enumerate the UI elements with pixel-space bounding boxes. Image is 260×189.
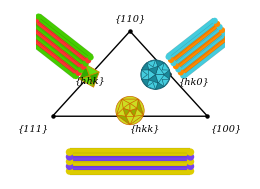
Polygon shape bbox=[155, 75, 164, 83]
Circle shape bbox=[88, 54, 94, 60]
Circle shape bbox=[80, 64, 86, 70]
Text: {hhk}: {hhk} bbox=[75, 76, 106, 85]
Circle shape bbox=[66, 158, 73, 165]
Circle shape bbox=[141, 60, 170, 89]
Text: {hkk}: {hkk} bbox=[130, 124, 160, 133]
Circle shape bbox=[75, 70, 81, 76]
Polygon shape bbox=[141, 70, 147, 79]
Polygon shape bbox=[29, 23, 85, 69]
Polygon shape bbox=[148, 75, 158, 83]
Circle shape bbox=[187, 163, 194, 170]
Polygon shape bbox=[162, 63, 170, 70]
Circle shape bbox=[78, 67, 84, 73]
Polygon shape bbox=[85, 64, 99, 76]
Circle shape bbox=[187, 148, 194, 156]
Polygon shape bbox=[130, 108, 137, 117]
Polygon shape bbox=[130, 115, 144, 125]
Polygon shape bbox=[141, 79, 149, 87]
Circle shape bbox=[180, 73, 186, 79]
Circle shape bbox=[66, 148, 73, 156]
Polygon shape bbox=[148, 69, 155, 80]
Polygon shape bbox=[169, 21, 219, 63]
Circle shape bbox=[166, 54, 172, 60]
Text: {110}: {110} bbox=[114, 15, 146, 24]
Circle shape bbox=[31, 20, 37, 26]
Text: {111}: {111} bbox=[17, 124, 49, 133]
Polygon shape bbox=[174, 27, 224, 69]
Circle shape bbox=[175, 66, 181, 72]
Circle shape bbox=[66, 163, 73, 170]
Text: {100}: {100} bbox=[211, 124, 243, 133]
Circle shape bbox=[224, 33, 230, 40]
Circle shape bbox=[187, 153, 194, 161]
Circle shape bbox=[85, 57, 91, 64]
Polygon shape bbox=[69, 162, 191, 170]
Polygon shape bbox=[123, 108, 130, 117]
Circle shape bbox=[217, 24, 223, 30]
Polygon shape bbox=[147, 82, 155, 89]
Circle shape bbox=[178, 69, 184, 76]
Circle shape bbox=[23, 29, 29, 35]
Polygon shape bbox=[24, 29, 81, 76]
Text: {hk0}: {hk0} bbox=[179, 78, 210, 87]
Polygon shape bbox=[176, 31, 227, 72]
Polygon shape bbox=[116, 99, 123, 115]
Polygon shape bbox=[155, 66, 164, 75]
Circle shape bbox=[66, 153, 73, 161]
Polygon shape bbox=[27, 26, 83, 72]
Circle shape bbox=[35, 13, 42, 20]
Circle shape bbox=[168, 57, 174, 63]
Polygon shape bbox=[69, 153, 191, 161]
Polygon shape bbox=[31, 20, 88, 66]
Polygon shape bbox=[89, 72, 99, 87]
Circle shape bbox=[21, 32, 27, 38]
Circle shape bbox=[187, 158, 194, 165]
Polygon shape bbox=[80, 76, 94, 87]
Circle shape bbox=[226, 36, 232, 43]
Polygon shape bbox=[162, 79, 170, 87]
Polygon shape bbox=[22, 33, 78, 79]
Polygon shape bbox=[36, 14, 93, 60]
Circle shape bbox=[73, 73, 79, 79]
Circle shape bbox=[83, 60, 89, 67]
Circle shape bbox=[170, 60, 177, 66]
Circle shape bbox=[187, 167, 194, 175]
Polygon shape bbox=[69, 167, 191, 175]
Polygon shape bbox=[130, 103, 137, 111]
Polygon shape bbox=[166, 18, 217, 60]
Circle shape bbox=[33, 17, 39, 23]
Polygon shape bbox=[126, 111, 134, 117]
Polygon shape bbox=[69, 148, 191, 156]
Circle shape bbox=[28, 23, 34, 29]
Circle shape bbox=[26, 26, 32, 32]
Circle shape bbox=[66, 167, 73, 175]
Polygon shape bbox=[155, 82, 164, 89]
Polygon shape bbox=[148, 66, 158, 75]
Polygon shape bbox=[141, 63, 149, 70]
Circle shape bbox=[173, 63, 179, 69]
Polygon shape bbox=[34, 17, 90, 63]
Circle shape bbox=[222, 30, 228, 36]
Polygon shape bbox=[179, 34, 229, 75]
Circle shape bbox=[212, 18, 218, 24]
Polygon shape bbox=[123, 103, 130, 111]
Polygon shape bbox=[164, 70, 170, 79]
Polygon shape bbox=[69, 157, 191, 166]
Polygon shape bbox=[181, 37, 231, 78]
Circle shape bbox=[219, 27, 225, 33]
Polygon shape bbox=[80, 64, 89, 79]
Polygon shape bbox=[116, 115, 130, 125]
Polygon shape bbox=[171, 24, 222, 66]
Polygon shape bbox=[147, 60, 155, 67]
Polygon shape bbox=[122, 99, 138, 104]
Polygon shape bbox=[155, 60, 164, 67]
Circle shape bbox=[214, 21, 220, 27]
Circle shape bbox=[116, 96, 144, 125]
Polygon shape bbox=[137, 99, 144, 115]
